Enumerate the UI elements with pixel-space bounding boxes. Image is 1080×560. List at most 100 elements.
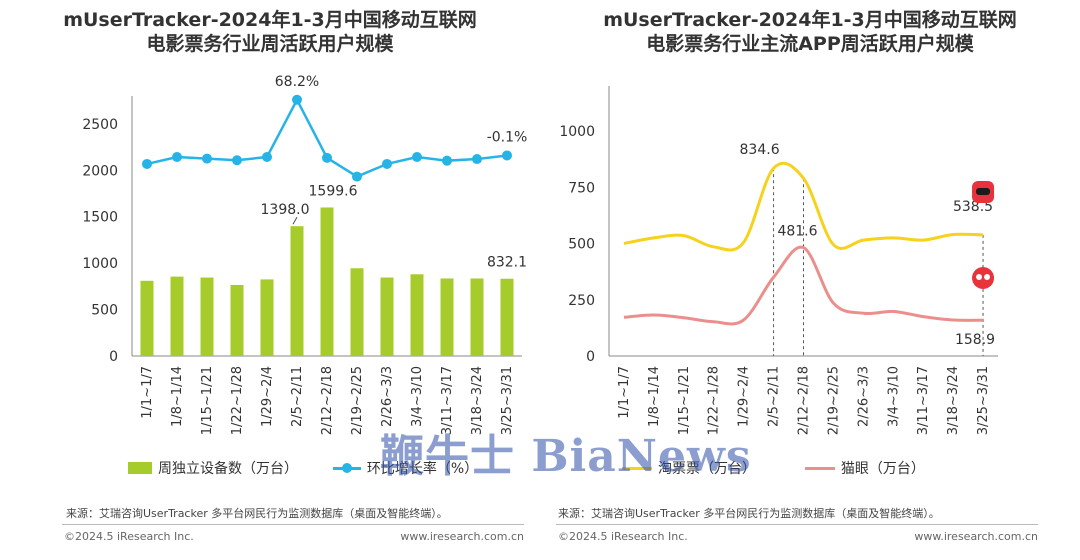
bar [260, 279, 274, 356]
bar [230, 284, 244, 356]
bar [140, 280, 154, 356]
growth-data-label: -0.1% [487, 129, 528, 145]
x-tick-label: 3/25~3/31 [500, 366, 515, 435]
legend-bar-label: 周独立设备数（万台） [158, 461, 298, 477]
bar [170, 276, 184, 356]
y-tick-label: 750 [568, 180, 595, 196]
x-tick-label: 1/1~1/7 [617, 366, 632, 419]
growth-rate-point [322, 152, 332, 163]
left-copyright: ©2024.5 iResearch Inc. [64, 530, 194, 543]
left-chart-plot: 0 500 1000 1500 2000 2500 1398.0 1599.6 832.1 68.… [82, 74, 528, 436]
bar-data-label: 1599.6 [309, 183, 358, 199]
line-data-label: 158.9 [955, 332, 995, 348]
bar [320, 207, 334, 356]
bar [410, 274, 424, 356]
line-data-label: 834.6 [740, 142, 780, 158]
x-tick-label: 1/22~1/28 [707, 366, 722, 435]
x-tick-label: 2/5~2/11 [767, 366, 782, 427]
x-tick-label: 1/22~1/28 [230, 366, 245, 435]
x-tick-label: 2/19~2/25 [350, 366, 365, 435]
bar [200, 277, 214, 356]
x-tick-label: 1/8~1/14 [170, 366, 185, 427]
legend-taopiaopiao-swatch [622, 466, 652, 470]
bar-data-label: 1398.0 [261, 202, 310, 218]
bianews-watermark: 鞭牛士 BiaNews [380, 431, 752, 482]
legend-line-label: 环比增长率（%） [366, 461, 479, 477]
left-chart-panel: mUserTracker-2024年1-3月中国移动互联网 电影票务行业周活跃用… [62, 9, 528, 543]
right-chart-title-line1: mUserTracker-2024年1-3月中国移动互联网 [603, 9, 1017, 31]
growth-rate-point [292, 94, 302, 105]
bar [380, 277, 394, 356]
right-copyright: ©2024.5 iResearch Inc. [558, 530, 688, 543]
x-tick-label: 1/1~1/7 [140, 366, 155, 419]
legend-maoyan-swatch [804, 466, 835, 470]
growth-data-label: 68.2% [275, 74, 319, 90]
x-tick-label: 2/26~3/3 [856, 366, 871, 427]
growth-rate-point [172, 152, 182, 163]
x-tick-label: 3/18~3/24 [946, 366, 961, 435]
right-chart-legend: 淘票票（万台） 猫眼（万台） [622, 458, 925, 480]
taopiaopiao-app-icon [972, 181, 995, 203]
growth-rate-point [382, 158, 392, 169]
x-tick-label: 3/11~3/17 [916, 366, 931, 435]
y-tick-label: 0 [109, 349, 118, 365]
bar [500, 278, 514, 356]
left-footer-divider [62, 524, 524, 525]
line-data-label: 481.6 [777, 224, 817, 240]
left-chart-legend: 周独立设备数（万台） 环比增长率（%） [128, 458, 478, 480]
growth-rate-point [262, 152, 272, 163]
bar [440, 278, 454, 356]
y-tick-label: 250 [568, 293, 595, 309]
x-tick-label: 2/19~2/25 [826, 366, 841, 435]
maoyan-app-icon [972, 267, 995, 289]
y-tick-label: 1000 [82, 256, 118, 272]
right-source-note: 来源：艾瑞咨询UserTracker 多平台网民行为监测数据库（桌面及智能终端）… [558, 507, 940, 520]
legend-maoyan-label: 猫眼（万台） [840, 461, 925, 477]
bar-label-leader [292, 216, 298, 225]
x-tick-label: 1/15~1/21 [200, 366, 215, 435]
growth-rate-point [412, 152, 422, 163]
growth-rate-point [352, 171, 362, 182]
right-chart-title-line2: 电影票务行业主流APP周活跃用户规模 [646, 33, 974, 55]
legend-line-swatch [332, 462, 361, 473]
legend-taopiaopiao-label: 淘票票（万台） [658, 461, 756, 477]
right-website: www.iresearch.com.cn [914, 530, 1038, 543]
growth-rate-point [202, 153, 212, 164]
left-chart-title-line1: mUserTracker-2024年1-3月中国移动互联网 [63, 9, 477, 31]
right-chart-panel: mUserTracker-2024年1-3月中国移动互联网 电影票务行业主流AP… [540, 0, 1080, 560]
x-tick-label: 1/8~1/14 [647, 366, 662, 427]
y-tick-label: 1500 [82, 210, 118, 226]
y-tick-label: 2000 [82, 163, 118, 179]
bar-data-label: 832.1 [487, 255, 527, 271]
x-tick-label: 2/12~2/18 [320, 366, 335, 435]
x-tick-label: 1/15~1/21 [677, 366, 692, 435]
x-tick-label: 3/25~3/31 [976, 366, 991, 435]
left-chart-title-line2: 电影票务行业周活跃用户规模 [146, 33, 394, 55]
growth-rate-point [502, 150, 512, 161]
growth-rate-line [146, 97, 508, 178]
taopiaopiao-line [623, 161, 984, 252]
x-tick-label: 3/18~3/24 [470, 366, 485, 435]
growth-rate-point [142, 158, 152, 169]
x-tick-label: 2/12~2/18 [797, 366, 812, 435]
x-tick-label: 1/29~2/4 [260, 366, 275, 427]
growth-rate-point [472, 154, 482, 165]
x-tick-label: 3/4~3/10 [410, 366, 425, 427]
growth-rate-point [232, 155, 242, 166]
x-tick-label: 3/4~3/10 [886, 366, 901, 427]
y-tick-label: 2500 [82, 117, 118, 133]
bar [350, 268, 364, 356]
y-tick-label: 1000 [559, 124, 595, 140]
x-tick-label: 2/5~2/11 [290, 366, 305, 427]
y-tick-label: 500 [91, 303, 118, 319]
growth-rate-point [442, 155, 452, 166]
left-source-note: 来源：艾瑞咨询UserTracker 多平台网民行为监测数据库（桌面及智能终端）… [66, 507, 448, 520]
x-tick-label: 3/11~3/17 [440, 366, 455, 435]
bar [470, 278, 484, 356]
legend-bar-swatch [128, 462, 152, 474]
y-tick-label: 500 [568, 237, 595, 253]
x-tick-label: 1/29~2/4 [737, 366, 752, 427]
left-website: www.iresearch.com.cn [400, 530, 524, 543]
bar [290, 226, 304, 356]
y-tick-label: 0 [586, 349, 595, 365]
